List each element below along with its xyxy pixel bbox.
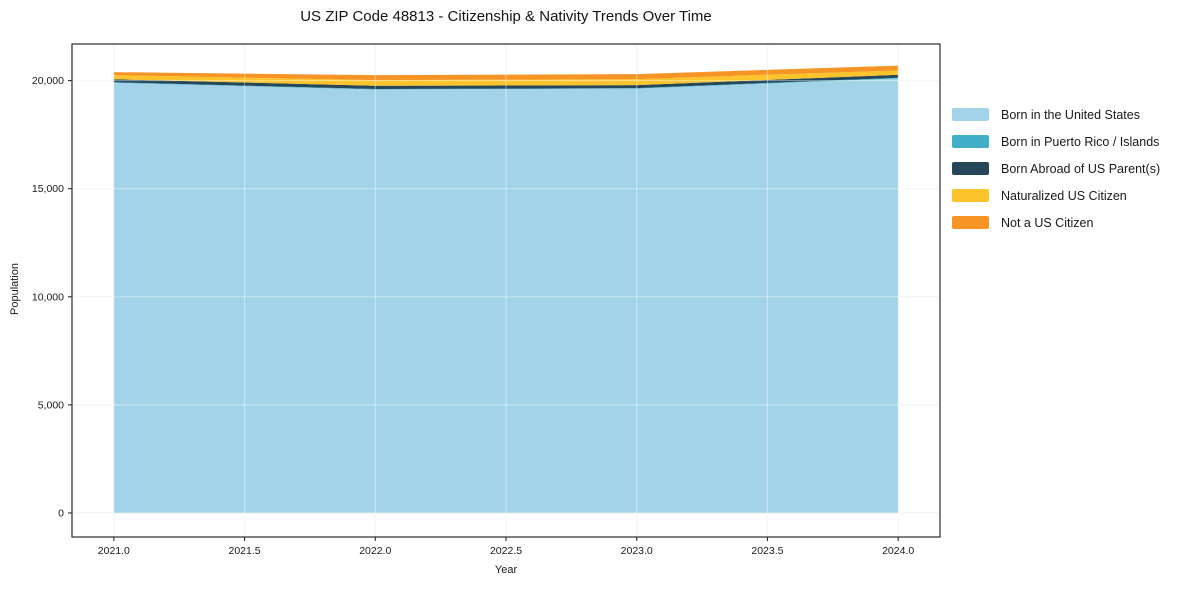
area-series-4 <box>113 65 899 81</box>
legend-label: Not a US Citizen <box>1001 215 1094 230</box>
legend-label: Born in Puerto Rico / Islands <box>1001 134 1160 149</box>
y-tick-label: 20,000 <box>32 75 64 87</box>
x-tick-label: 2022.0 <box>359 545 391 557</box>
legend-swatch-born-pr <box>952 135 989 148</box>
legend-swatch-naturalized <box>952 189 989 202</box>
y-tick-label: 5,000 <box>38 399 64 411</box>
area-series-3 <box>113 70 899 86</box>
legend-label: Born Abroad of US Parent(s) <box>1001 161 1161 176</box>
area-series-2 <box>113 74 899 90</box>
y-tick-label: 15,000 <box>32 183 64 195</box>
x-axis-label: Year <box>494 564 518 576</box>
x-tick-label: 2022.5 <box>490 545 522 557</box>
chart-title: US ZIP Code 48813 - Citizenship & Nativi… <box>300 8 712 25</box>
x-tick-label: 2023.0 <box>621 545 653 557</box>
legend-label: Naturalized US Citizen <box>1001 188 1127 203</box>
y-tick-label: 10,000 <box>32 291 64 303</box>
legend-item: Born Abroad of US Parent(s) <box>952 155 1160 182</box>
legend-item: Not a US Citizen <box>952 209 1160 236</box>
x-tick-label: 2024.0 <box>882 545 914 557</box>
area-series-0 <box>113 78 899 514</box>
legend: Born in the United States Born in Puerto… <box>952 101 1160 236</box>
legend-item: Naturalized US Citizen <box>952 182 1160 209</box>
x-tick-label: 2023.5 <box>751 545 783 557</box>
legend-item: Born in the United States <box>952 101 1160 128</box>
x-tick-label: 2021.5 <box>228 545 260 557</box>
legend-label: Born in the United States <box>1001 107 1140 122</box>
legend-swatch-not-citizen <box>952 216 989 229</box>
legend-swatch-born-abroad <box>952 162 989 175</box>
y-tick-label: 0 <box>58 508 64 520</box>
legend-swatch-born-us <box>952 108 989 121</box>
y-axis-label: Population <box>9 263 21 315</box>
x-tick-label: 2021.0 <box>98 545 130 557</box>
legend-item: Born in Puerto Rico / Islands <box>952 128 1160 155</box>
